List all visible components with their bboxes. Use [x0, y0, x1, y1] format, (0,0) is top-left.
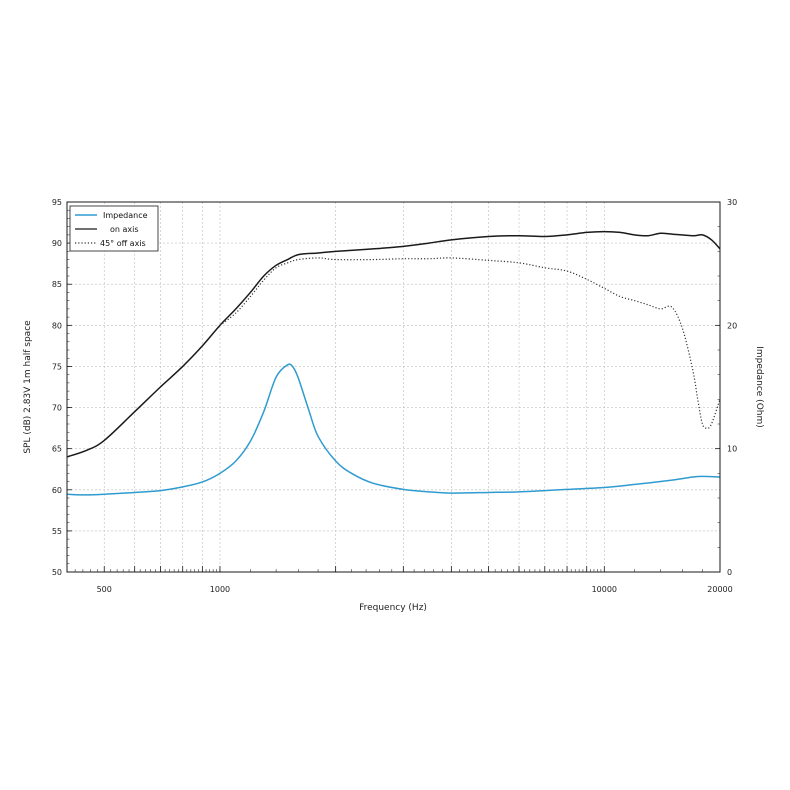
y-tick-label: 95	[52, 198, 62, 207]
y-tick-label: 70	[52, 404, 62, 413]
y-axis-title: SPL (dB) 2.83V 1m half space	[23, 320, 33, 454]
plot-background	[67, 202, 720, 572]
series-impedance-line	[66, 363, 721, 496]
y-tick-label: 50	[52, 568, 62, 577]
ticks-layer: 50 55 60 65 70 75 80 85 90 95 0 10 20 30 500 1000 10000 2…	[52, 198, 737, 594]
x-tick-label: 1000	[210, 585, 230, 594]
y2-axis-title: Impedance (Ohm)	[754, 346, 764, 428]
legend: Impedance on axis 45° off axis	[69, 205, 159, 252]
x-tick-label: 10000	[592, 585, 617, 594]
y-tick-label: 80	[52, 321, 62, 330]
legend-label-off-axis: 45° off axis	[100, 239, 146, 248]
y2-tick-label: 10	[727, 445, 737, 454]
x-tick-label: 500	[97, 585, 112, 594]
y-tick-label: 60	[52, 486, 62, 495]
series-layer	[66, 230, 721, 496]
x-tick-label: 20000	[707, 585, 732, 594]
y-tick-label: 65	[52, 445, 62, 454]
y2-tick-label: 30	[727, 198, 737, 207]
x-axis-title: Frequency (Hz)	[359, 603, 427, 613]
series-off-axis-line	[219, 257, 721, 429]
y-tick-label: 75	[52, 362, 62, 371]
plot-frame	[66, 201, 721, 573]
grid	[67, 202, 720, 572]
legend-label-impedance: Impedance	[103, 211, 148, 220]
y2-tick-label: 20	[727, 321, 737, 330]
legend-label-on-axis: on axis	[110, 225, 139, 234]
y-tick-label: 90	[52, 239, 62, 248]
y-tick-label: 55	[52, 527, 62, 536]
y-tick-label: 85	[52, 280, 62, 289]
series-on-axis-line	[66, 230, 721, 458]
y2-tick-label: 0	[727, 568, 732, 577]
